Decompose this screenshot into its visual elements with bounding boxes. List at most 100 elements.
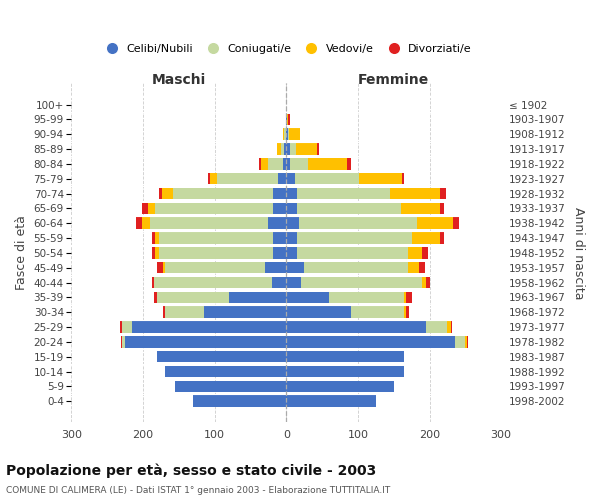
Bar bbox=[154, 292, 157, 303]
Bar bbox=[155, 232, 159, 244]
Bar bbox=[406, 306, 409, 318]
Bar bbox=[157, 262, 163, 274]
Bar bbox=[286, 114, 287, 125]
Bar bbox=[419, 262, 425, 274]
Bar bbox=[406, 292, 412, 303]
Bar bbox=[286, 247, 297, 258]
Bar bbox=[163, 188, 173, 200]
Bar bbox=[208, 173, 209, 184]
Bar bbox=[142, 218, 150, 229]
Bar bbox=[426, 321, 448, 333]
Bar bbox=[290, 158, 308, 170]
Bar bbox=[290, 143, 296, 155]
Bar bbox=[286, 276, 301, 288]
Bar bbox=[281, 143, 284, 155]
Bar bbox=[286, 351, 404, 362]
Bar bbox=[467, 336, 468, 347]
Bar bbox=[204, 306, 286, 318]
Bar bbox=[286, 188, 297, 200]
Bar bbox=[296, 143, 317, 155]
Bar bbox=[157, 292, 229, 303]
Bar bbox=[133, 321, 286, 333]
Bar bbox=[164, 306, 204, 318]
Bar bbox=[448, 321, 451, 333]
Bar bbox=[286, 173, 295, 184]
Bar bbox=[152, 247, 155, 258]
Bar bbox=[159, 247, 274, 258]
Bar bbox=[120, 321, 122, 333]
Bar bbox=[142, 202, 148, 214]
Bar bbox=[286, 232, 297, 244]
Bar bbox=[284, 143, 286, 155]
Bar bbox=[286, 396, 376, 407]
Bar bbox=[289, 128, 300, 140]
Bar bbox=[299, 218, 418, 229]
Bar bbox=[175, 380, 286, 392]
Bar bbox=[259, 158, 261, 170]
Bar bbox=[408, 262, 419, 274]
Bar bbox=[286, 158, 290, 170]
Bar bbox=[157, 351, 286, 362]
Bar bbox=[390, 188, 440, 200]
Bar bbox=[286, 321, 426, 333]
Bar bbox=[295, 173, 359, 184]
Bar bbox=[209, 173, 217, 184]
Bar bbox=[274, 188, 286, 200]
Bar bbox=[289, 114, 290, 125]
Bar bbox=[277, 143, 281, 155]
Bar bbox=[274, 232, 286, 244]
Bar bbox=[286, 218, 299, 229]
Bar bbox=[121, 336, 122, 347]
Bar bbox=[286, 262, 304, 274]
Bar bbox=[164, 262, 265, 274]
Bar bbox=[308, 158, 347, 170]
Bar bbox=[426, 276, 430, 288]
Bar bbox=[152, 232, 155, 244]
Bar bbox=[359, 173, 403, 184]
Bar bbox=[193, 396, 286, 407]
Bar bbox=[152, 276, 154, 288]
Bar bbox=[286, 306, 351, 318]
Bar bbox=[297, 232, 412, 244]
Bar bbox=[351, 306, 404, 318]
Bar bbox=[440, 202, 444, 214]
Bar bbox=[286, 366, 404, 378]
Legend: Celibi/Nubili, Coniugati/e, Vedovi/e, Divorziati/e: Celibi/Nubili, Coniugati/e, Vedovi/e, Di… bbox=[98, 42, 474, 56]
Bar bbox=[268, 218, 286, 229]
Bar bbox=[159, 188, 163, 200]
Bar bbox=[261, 158, 268, 170]
Bar bbox=[283, 128, 284, 140]
Bar bbox=[422, 247, 428, 258]
Bar bbox=[451, 321, 452, 333]
Bar bbox=[286, 336, 455, 347]
Bar bbox=[122, 336, 125, 347]
Bar bbox=[155, 247, 159, 258]
Bar bbox=[329, 292, 404, 303]
Bar bbox=[217, 173, 278, 184]
Bar bbox=[286, 202, 297, 214]
Bar bbox=[288, 128, 289, 140]
Bar bbox=[284, 128, 286, 140]
Bar bbox=[148, 202, 155, 214]
Bar bbox=[286, 128, 288, 140]
Bar bbox=[466, 336, 467, 347]
Bar bbox=[229, 292, 286, 303]
Text: Femmine: Femmine bbox=[358, 74, 430, 88]
Bar bbox=[404, 306, 406, 318]
Bar bbox=[317, 143, 319, 155]
Bar bbox=[122, 321, 133, 333]
Bar bbox=[125, 336, 286, 347]
Bar bbox=[265, 262, 286, 274]
Bar bbox=[408, 247, 422, 258]
Bar bbox=[163, 306, 164, 318]
Bar bbox=[150, 218, 268, 229]
Y-axis label: Anni di nascita: Anni di nascita bbox=[572, 206, 585, 299]
Bar bbox=[347, 158, 351, 170]
Bar bbox=[154, 276, 272, 288]
Bar bbox=[440, 232, 444, 244]
Bar bbox=[286, 380, 394, 392]
Bar bbox=[401, 202, 440, 214]
Bar bbox=[422, 276, 426, 288]
Bar bbox=[453, 218, 459, 229]
Bar bbox=[136, 218, 142, 229]
